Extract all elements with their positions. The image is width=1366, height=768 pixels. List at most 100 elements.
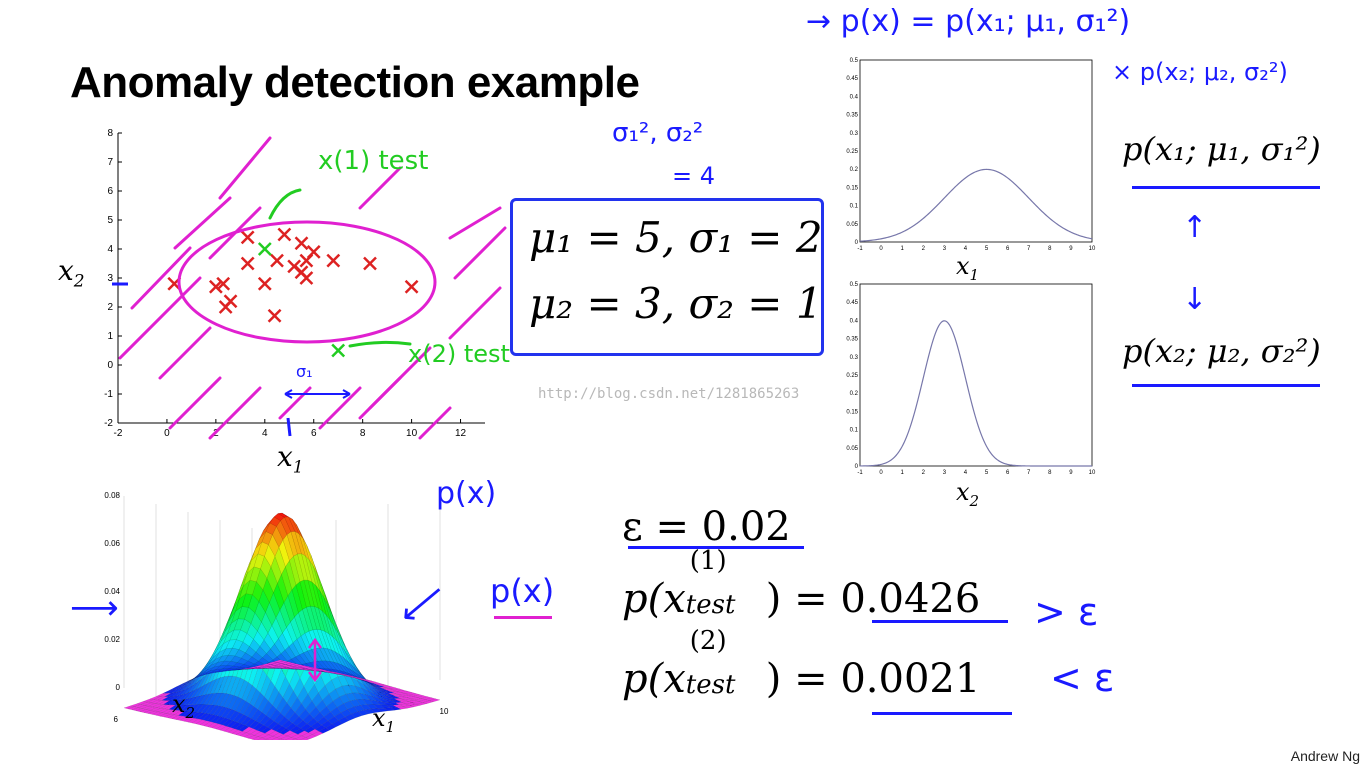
px-label-top: p(x)	[436, 476, 497, 511]
green-arrows	[268, 188, 412, 348]
x-tick-label: 9	[1069, 246, 1073, 252]
gaussian-x2-xlabel: x2	[956, 478, 980, 510]
left-arrow-icon: ⟶	[70, 588, 119, 628]
y-tick-label: 0.4	[850, 318, 859, 324]
scatter-x-tick-label: 6	[311, 428, 317, 439]
y-tick-label: 0.1	[850, 204, 859, 210]
scatter-y-tick-label: -1	[104, 389, 113, 400]
y-tick-label: 0.35	[846, 113, 858, 119]
y-tick-label: 0	[855, 240, 859, 246]
scatter-point-training	[294, 236, 309, 251]
y-tick-label: 0.15	[846, 409, 858, 415]
p-test1-lhs: p(x	[622, 576, 686, 622]
scatter-point-test	[331, 343, 346, 358]
x-tick-label: 0	[879, 470, 883, 476]
density-p1: p(x₁; μ₁, σ₁²)	[1122, 130, 1321, 168]
y-tick-label: 0.1	[850, 428, 859, 434]
px-underline	[494, 616, 552, 619]
gaussian-x1-plot: -1 0 1 2 3 4 5 6 7 8 9 1000.050.10.150.20.250.30.35…	[846, 58, 1096, 252]
gaussian-plot-x2: -1 0 1 2 3 4 5 6 7 8 9 1000.050.10.150.20.250.30.35…	[846, 282, 1096, 476]
x-tick-label: 6	[1006, 470, 1010, 476]
pink-ellipse	[177, 220, 437, 344]
y-tick-label: 0.25	[846, 373, 858, 379]
scatter-x-tick-label: 4	[262, 428, 268, 439]
y-tick-label: 0.35	[846, 337, 858, 343]
x-tick-label: 10	[1089, 470, 1096, 476]
scatter-x-tick-label: 10	[406, 428, 418, 439]
arrow-down-icon: ↓	[1182, 282, 1208, 317]
x-tick-label: 6	[1006, 246, 1010, 252]
x-tick-label: 7	[1027, 470, 1031, 476]
scatter-point-training	[223, 294, 238, 309]
x-tick-label: 8	[1048, 470, 1052, 476]
author-credit: Andrew Ng	[1290, 748, 1360, 764]
surface-x2-tick-label: 6	[114, 715, 119, 724]
surface-z-tick-label: 0.04	[104, 587, 120, 596]
scatter-y-tick-label: 7	[107, 157, 113, 168]
x-tick-label: 2	[922, 470, 926, 476]
scatter-y-tick-label: 2	[107, 302, 113, 313]
gaussian-curve	[859, 168, 1093, 242]
surface-z-tick-label: 0	[116, 683, 121, 692]
scatter-point-training	[299, 271, 314, 285]
y-tick-label: 0.2	[850, 391, 859, 397]
x-tick-label: 5	[985, 246, 989, 252]
x-tick-label: -1	[857, 246, 863, 252]
x-tick-label: 1	[901, 246, 905, 252]
arrow-up-icon: ↑	[1182, 210, 1208, 245]
gaussian-curve	[859, 320, 1092, 467]
surface-grid	[123, 488, 441, 728]
scatter-point-training	[326, 253, 341, 268]
x-tick-label: 4	[964, 470, 968, 476]
pink-height-arrow	[308, 637, 322, 683]
p-test2-sup: (2)	[689, 626, 727, 656]
scatter-y-tick-label: 8	[107, 128, 113, 139]
surface-plot: 00.020.040.060.0802468100246	[104, 488, 449, 740]
y-tick-label: 0.5	[850, 58, 859, 64]
scatter-point-training	[257, 276, 272, 291]
y-tick-label: 0.45	[846, 300, 858, 306]
scatter-point-training	[216, 276, 231, 291]
test1-label: x(1) test	[318, 146, 429, 176]
p-test1-sup: (1)	[689, 546, 727, 576]
y-tick-label: 0.45	[846, 76, 858, 82]
scatter-y-tick-label: 1	[107, 331, 113, 342]
scatter-y-tick-label: 3	[107, 273, 113, 284]
y-tick-label: 0.05	[846, 222, 858, 228]
epsilon-underline	[628, 546, 804, 549]
x-tick-label: 0	[879, 246, 883, 252]
p-test1-rhs: ) = 0.0426	[765, 576, 981, 622]
surface-plot-body: 00.020.040.060.0802468100246	[104, 488, 449, 740]
params-line-2: μ₂ = 3, σ₂ = 1	[529, 279, 823, 328]
x-tick-label: 9	[1069, 470, 1073, 476]
scatter-point-training	[270, 253, 284, 268]
scatter-y-tick-label: -2	[104, 418, 113, 429]
p-test2-lhs: p(x	[622, 656, 686, 702]
p-test1-equation: p(x (1) test ) = 0.0426	[622, 546, 981, 622]
sigma1-label: σ₁	[296, 362, 313, 381]
scatter-point-training	[404, 279, 419, 294]
scatter-y-tick-label: 6	[107, 186, 113, 197]
underline-p2	[1132, 384, 1320, 387]
test2-label: x(2) test	[408, 340, 510, 368]
scatter-x-tick-label: 0	[164, 428, 170, 439]
density-p2: p(x₂; μ₂, σ₂²)	[1122, 332, 1321, 370]
y-tick-label: 0.15	[846, 185, 858, 191]
scatter-point-training	[363, 256, 377, 271]
p-test2-equation: p(x (2) test ) = 0.0021	[622, 626, 980, 702]
handwritten-joint-formula: → p(x) = p(x₁; μ₁, σ₁²)	[806, 4, 1131, 39]
surface-x1-tick-label: 10	[440, 707, 449, 716]
p-test2-sub: test	[685, 670, 736, 700]
y-tick-label: 0	[855, 464, 859, 470]
x-tick-label: 3	[943, 470, 947, 476]
handwritten-sigmas: σ₁², σ₂²	[612, 118, 704, 148]
params-box: μ₁ = 5, σ₁ = 2 μ₂ = 3, σ₂ = 1	[510, 198, 824, 356]
blue-sigma-mark	[112, 282, 351, 437]
scatter-xlabel: x1	[277, 440, 304, 478]
scatter-point-training	[240, 230, 255, 245]
watermark: http://blog.csdn.net/1281865263	[538, 386, 800, 402]
px-label-side: p(x)	[490, 572, 555, 610]
surface-z-tick-label: 0.06	[104, 539, 120, 548]
